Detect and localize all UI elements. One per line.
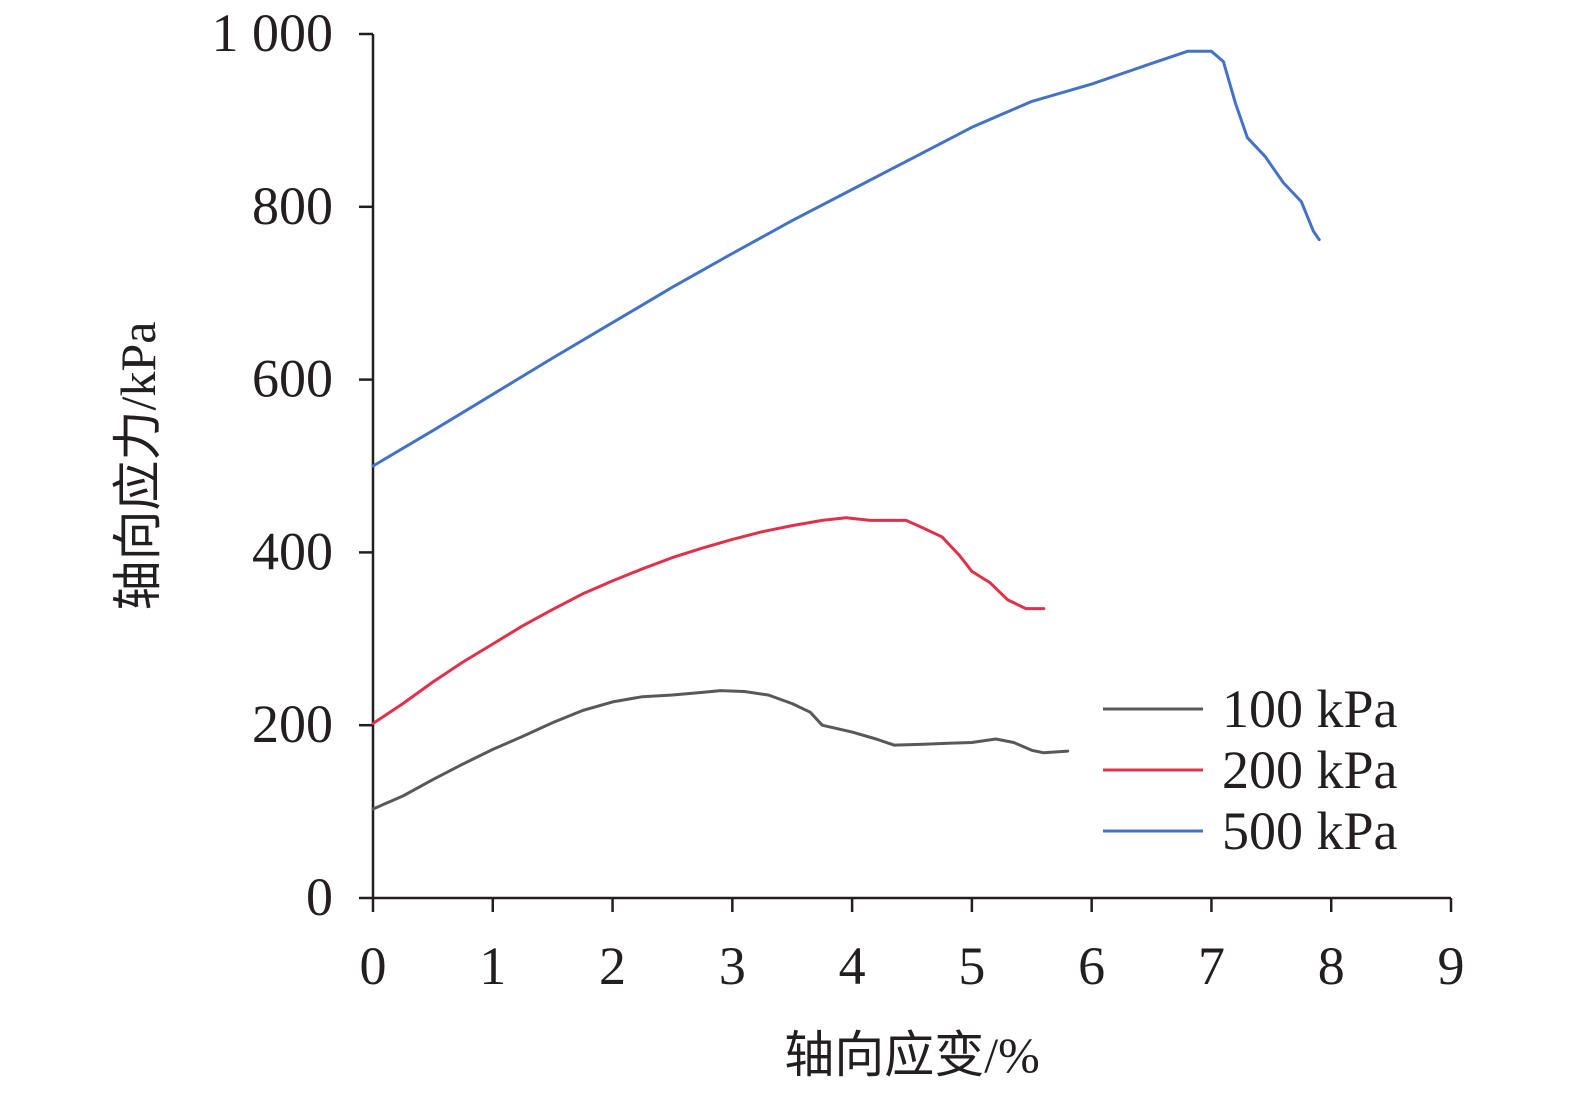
legend-label-200-kpa: 200 kPa <box>1222 740 1398 800</box>
series-line-100-kpa <box>371 689 1070 811</box>
x-tick-label: 5 <box>958 936 985 996</box>
x-tick-label: 1 <box>479 936 506 996</box>
x-tick-label: 8 <box>1318 936 1345 996</box>
legend-label-100-kpa: 100 kPa <box>1222 679 1398 739</box>
x-tick-label: 0 <box>360 936 387 996</box>
x-tick-label: 6 <box>1078 936 1105 996</box>
y-tick-label: 800 <box>252 176 333 236</box>
y-ticks: 0 200 400 600 800 1 000 <box>212 3 373 927</box>
axes: 0 200 400 600 800 1 000 0 1 2 3 4 5 6 7 8 9 <box>212 3 1465 996</box>
x-ticks: 0 1 2 3 4 5 6 7 8 9 <box>360 898 1465 996</box>
x-tick-label: 7 <box>1198 936 1225 996</box>
x-axis-label: 轴向应变/% <box>784 1027 1040 1083</box>
legend-label-500-kpa: 500 kPa <box>1222 801 1398 861</box>
series-line-200-kpa <box>371 516 1046 725</box>
y-tick-label: 400 <box>252 521 333 581</box>
y-tick-label: 0 <box>306 867 333 927</box>
y-tick-label: 200 <box>252 694 333 754</box>
x-tick-label: 3 <box>719 936 746 996</box>
series-lines <box>371 49 1321 811</box>
y-tick-label: 1 000 <box>212 3 334 63</box>
series-line-500-kpa <box>371 49 1321 468</box>
x-tick-label: 2 <box>599 936 626 996</box>
y-tick-label: 600 <box>252 349 333 409</box>
x-tick-label: 9 <box>1438 936 1465 996</box>
x-tick-label: 4 <box>839 936 866 996</box>
y-axis-label: 轴向应力/kPa <box>110 322 166 611</box>
